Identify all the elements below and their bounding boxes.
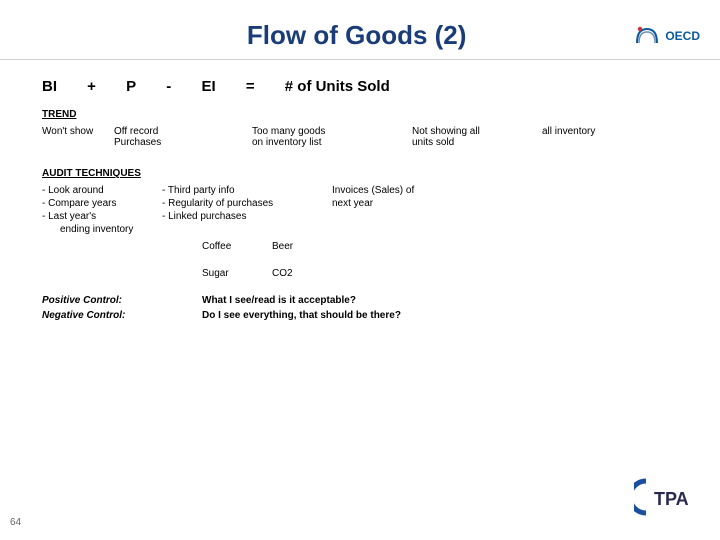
equation-ei: EI	[201, 78, 215, 95]
examples-row-2: Sugar CO2	[42, 268, 678, 279]
equation-p: P	[126, 78, 136, 95]
equation: BI + P - EI = # of Units Sold	[42, 78, 678, 95]
oecd-logo: OECD	[633, 23, 700, 49]
audit-m: - Third party info	[162, 185, 332, 196]
example-coffee: Coffee	[202, 241, 272, 252]
trend-c3b: on inventory list	[252, 137, 402, 148]
audit-r: Invoices (Sales) of	[332, 185, 414, 196]
negative-control-text: Do I see everything, that should be ther…	[202, 310, 401, 321]
equation-eq: =	[246, 78, 255, 95]
audit-indent: ending inventory	[42, 224, 678, 235]
audit-m: - Linked purchases	[162, 211, 332, 222]
trend-c2b: Purchases	[114, 137, 242, 148]
example-sugar: Sugar	[202, 268, 272, 279]
audit-m: - Regularity of purchases	[162, 198, 332, 209]
example-beer: Beer	[272, 241, 293, 252]
audit-row-0: - Look around - Third party info Invoice…	[42, 185, 678, 196]
trend-c2a: Off record	[114, 126, 242, 137]
trend-c1: Won't show	[42, 126, 114, 148]
equation-units: # of Units Sold	[285, 78, 390, 95]
positive-control-text: What I see/read is it acceptable?	[202, 295, 356, 306]
audit-row-1: - Compare years - Regularity of purchase…	[42, 198, 678, 209]
trend-c4b: units sold	[412, 137, 532, 148]
oecd-logo-text: OECD	[665, 29, 700, 43]
trend-row: Won't show Off record Purchases Too many…	[42, 126, 678, 148]
trend-c4a: Not showing all	[412, 126, 532, 137]
page-title: Flow of Goods (2)	[80, 20, 633, 51]
equation-bi: BI	[42, 78, 57, 95]
audit-row-2: - Last year's - Linked purchases	[42, 211, 678, 222]
example-co2: CO2	[272, 268, 293, 279]
tpa-logo: TPA	[634, 477, 690, 520]
negative-control: Negative Control: Do I see everything, t…	[42, 310, 678, 321]
audit-heading: AUDIT TECHNIQUES	[42, 168, 678, 179]
audit-l: - Look around	[42, 185, 162, 196]
negative-control-label: Negative Control:	[42, 310, 202, 321]
equation-minus: -	[166, 78, 171, 95]
examples-row-1: Coffee Beer	[42, 241, 678, 252]
trend-c5: all inventory	[542, 126, 605, 148]
tpa-logo-text: TPA	[654, 489, 689, 509]
audit-l: - Last year's	[42, 211, 162, 222]
positive-control: Positive Control: What I see/read is it …	[42, 295, 678, 306]
trend-c3a: Too many goods	[252, 126, 402, 137]
positive-control-label: Positive Control:	[42, 295, 202, 306]
audit-l: - Compare years	[42, 198, 162, 209]
trend-heading: TREND	[42, 109, 678, 120]
equation-plus: +	[87, 78, 96, 95]
page-number: 64	[10, 517, 21, 528]
audit-r: next year	[332, 198, 373, 209]
